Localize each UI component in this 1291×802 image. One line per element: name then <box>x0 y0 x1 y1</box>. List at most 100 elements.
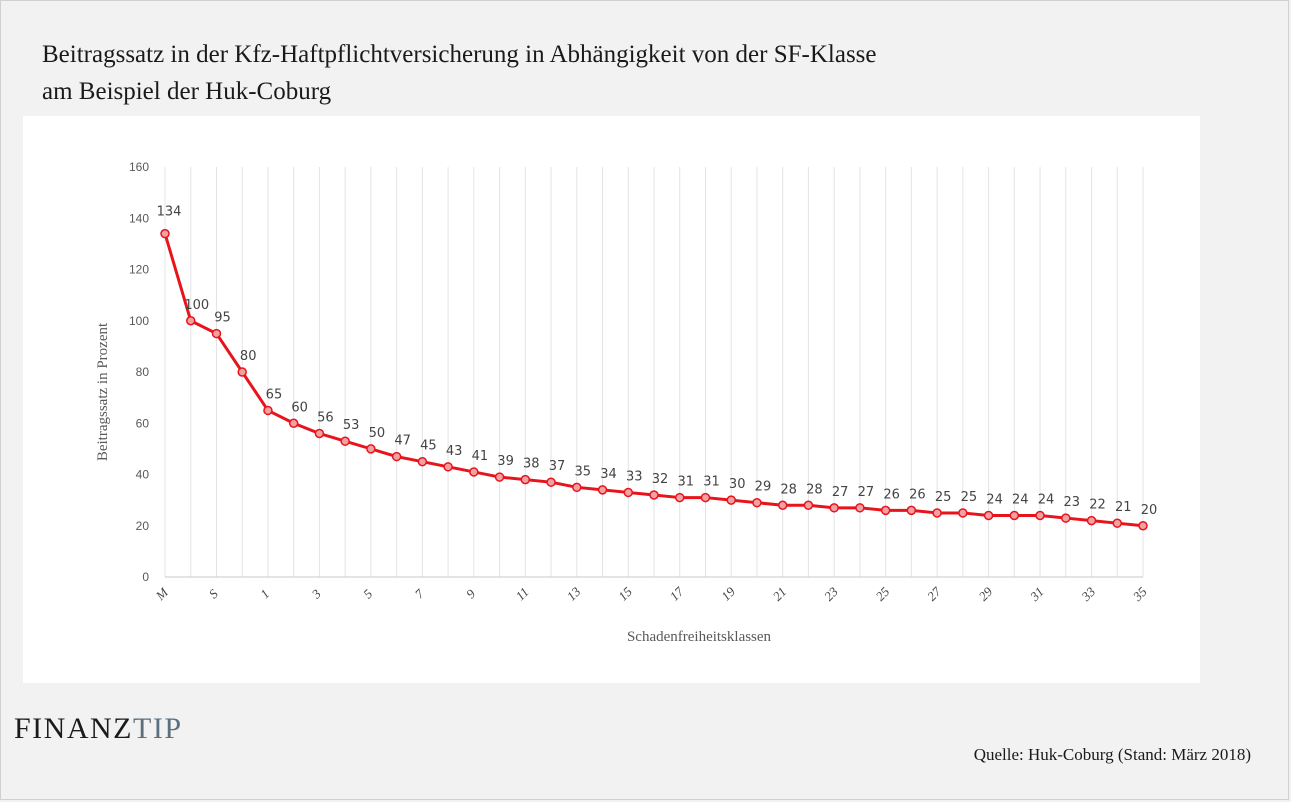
x-tick-label: 15 <box>615 584 635 604</box>
data-point <box>237 367 247 377</box>
x-tick-label: 1 <box>257 586 272 601</box>
x-tick-label: M <box>152 584 172 604</box>
data-label: 24 <box>1038 493 1055 508</box>
data-point <box>494 472 505 482</box>
data-label: 134 <box>157 205 182 220</box>
x-tick-label: S <box>206 586 222 602</box>
data-label: 28 <box>780 482 797 497</box>
y-tick-label: 140 <box>129 211 149 225</box>
data-label: 38 <box>523 457 540 472</box>
data-point <box>752 497 762 508</box>
x-tick-label: 33 <box>1078 584 1099 605</box>
data-label: 20 <box>1141 503 1158 518</box>
x-axis-title: Schadenfreiheitsklassen <box>627 629 772 645</box>
data-point <box>366 444 376 454</box>
data-point <box>958 508 968 518</box>
data-label: 31 <box>677 475 694 490</box>
x-tick-label: 27 <box>924 584 944 604</box>
data-point <box>803 500 814 510</box>
data-point <box>469 467 479 477</box>
data-point <box>1138 521 1148 531</box>
data-label: 22 <box>1089 498 1106 513</box>
data-label: 56 <box>317 411 334 426</box>
y-tick-label: 20 <box>136 519 150 533</box>
source-note: Quelle: Huk-Coburg (Stand: März 2018) <box>973 745 1251 764</box>
data-point <box>1086 515 1097 526</box>
data-point <box>572 482 582 493</box>
x-tick-label: 31 <box>1026 584 1047 605</box>
data-label: 27 <box>858 485 875 500</box>
x-tick-label: 21 <box>770 584 790 604</box>
data-point <box>1009 510 1020 521</box>
data-point <box>263 405 273 416</box>
data-point <box>211 328 222 339</box>
data-label: 32 <box>652 472 669 487</box>
data-point <box>932 508 942 518</box>
data-point <box>1035 510 1045 521</box>
data-point <box>726 495 736 505</box>
data-label: 31 <box>703 475 720 490</box>
chart-title: Beitragssatz in der Kfz-Haftpflichtversi… <box>42 41 877 105</box>
y-tick-label: 100 <box>129 314 149 328</box>
x-tick-label: 17 <box>667 584 687 604</box>
data-point <box>906 505 917 516</box>
data-point <box>880 505 891 516</box>
data-point <box>983 510 994 521</box>
x-tick-label: 23 <box>821 584 841 604</box>
y-axis-title: Beitragssatz in Prozent <box>95 322 111 461</box>
x-tick-label: 3 <box>308 586 324 602</box>
data-label: 25 <box>935 490 952 505</box>
logo-text-tip: TIP <box>133 712 183 745</box>
data-label: 21 <box>1115 500 1132 515</box>
data-label: 53 <box>343 418 360 433</box>
x-tick-label: 11 <box>513 584 532 603</box>
data-point <box>623 487 634 498</box>
data-label: 95 <box>214 311 231 326</box>
data-label: 24 <box>1012 493 1029 508</box>
data-point <box>1061 513 1071 523</box>
finanztip-logo: FINANZTIP <box>14 712 183 746</box>
data-point <box>314 428 325 439</box>
y-tick-label: 0 <box>142 570 149 584</box>
data-point <box>443 462 453 472</box>
data-label: 30 <box>729 477 746 492</box>
x-tick-label: 35 <box>1129 584 1150 605</box>
data-label: 60 <box>291 400 308 415</box>
data-point <box>160 228 170 239</box>
x-tick-label: 9 <box>463 586 479 602</box>
data-points <box>160 228 1148 531</box>
data-label: 24 <box>986 493 1003 508</box>
logo-text-finanz: FINANZ <box>14 712 133 745</box>
data-label: 33 <box>626 469 643 484</box>
grid-lines <box>164 167 1144 577</box>
data-point <box>546 477 556 487</box>
data-label: 45 <box>420 439 437 454</box>
y-axis-ticks: 0 20 40 60 80 100 120 140 160 <box>129 160 149 584</box>
data-point <box>1112 518 1123 528</box>
x-tick-label: 25 <box>873 584 893 604</box>
data-point <box>674 492 685 503</box>
data-label: 65 <box>266 387 283 402</box>
x-tick-label: 29 <box>975 584 995 604</box>
data-label: 50 <box>369 426 386 441</box>
data-point <box>829 503 839 513</box>
y-tick-label: 80 <box>136 365 150 379</box>
chart-panel: 0 20 40 60 80 100 120 140 160 M S 1 3 5 7 9 11 13 15 17 19 2… <box>23 116 1200 683</box>
y-tick-label: 60 <box>136 416 150 430</box>
y-tick-label: 40 <box>136 468 150 482</box>
data-point <box>520 474 531 485</box>
data-label: 23 <box>1064 495 1081 510</box>
data-label: 80 <box>240 349 257 364</box>
data-label: 34 <box>600 467 617 482</box>
data-label: 29 <box>755 480 772 495</box>
data-point <box>597 485 608 495</box>
data-point <box>391 451 402 462</box>
data-point <box>417 456 428 467</box>
data-label: 47 <box>394 434 411 449</box>
data-label: 26 <box>883 487 900 502</box>
data-point <box>649 490 659 500</box>
data-labels: 134 100 95 80 65 60 56 53 50 47 45 43 41 39 38 37 35 34 33… <box>157 205 1158 518</box>
x-tick-label: 5 <box>360 586 376 602</box>
